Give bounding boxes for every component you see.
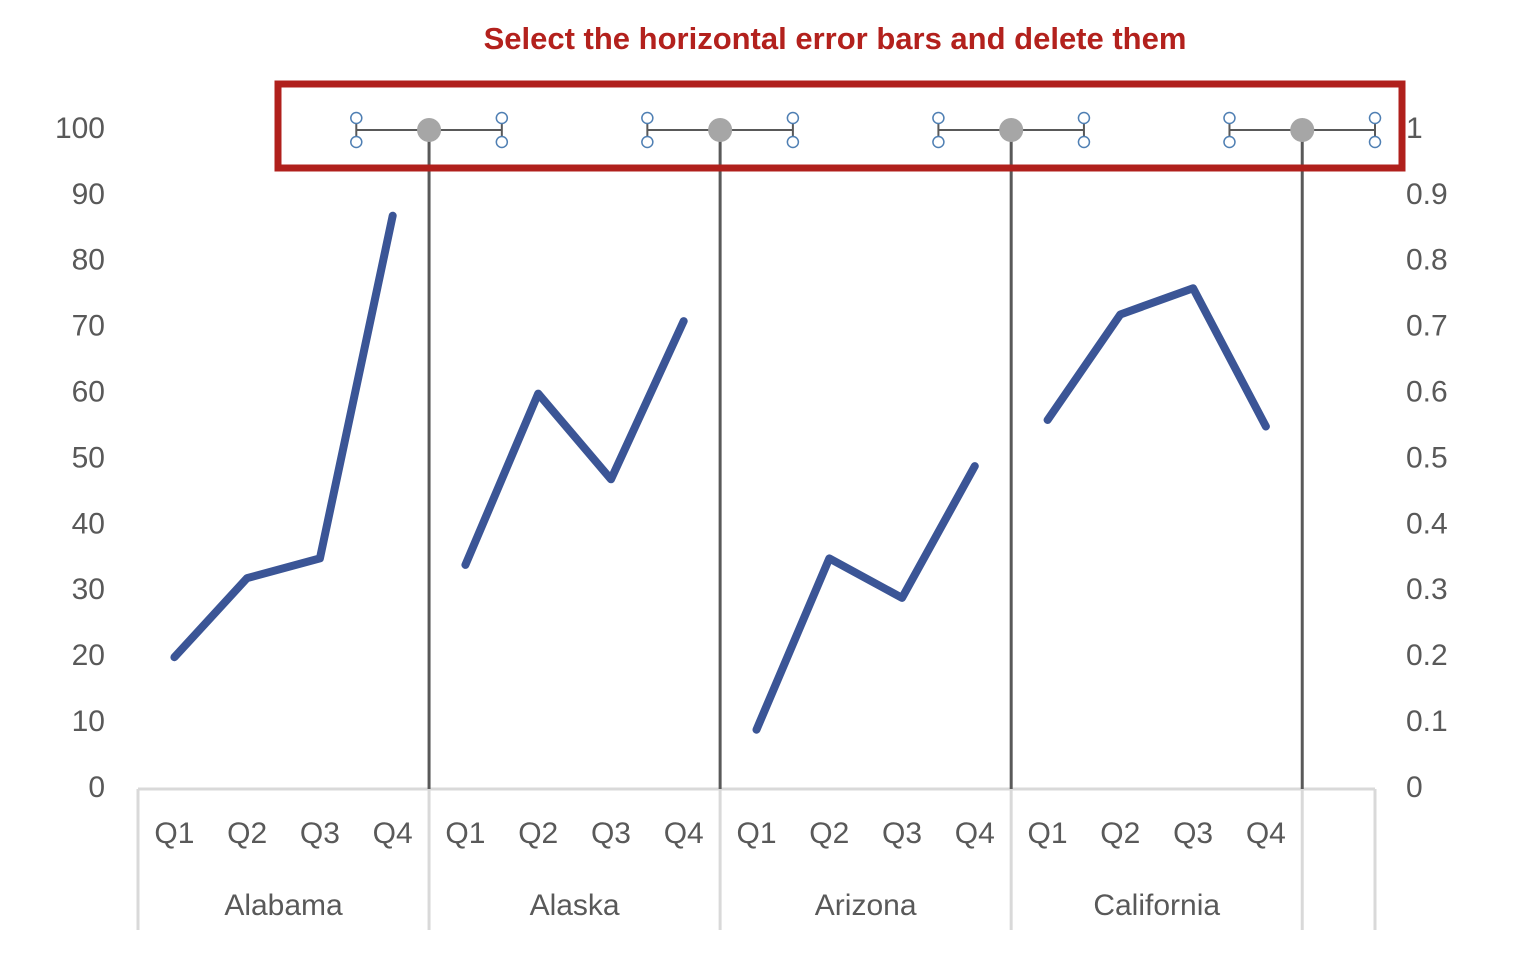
y-tick-label: 10 [72,705,105,738]
selection-handle [932,135,945,149]
selection-handle [495,111,509,125]
line [1043,284,1270,431]
x-tick-label: Q3 [1173,817,1213,850]
selection-handle [786,111,800,125]
plot-area: 0 10 20 30 40 50 60 70 80 90 100 0 0.1 0.2 0.3 0.4 0.5 0.… [55,111,1448,930]
x-tick-label: Q1 [154,817,194,850]
y-tick-label: 70 [72,310,105,343]
group-label: California [1093,889,1220,922]
y2-tick-label: 0.9 [1406,178,1448,211]
y-tick-label: 0 [88,771,105,804]
x-tick-label: Q1 [1028,817,1068,850]
y2-tick-label: 0.7 [1406,310,1448,343]
y2-tick-label: 0.6 [1406,376,1448,409]
selection-handle [932,111,945,125]
x-tick-label: Q2 [809,817,849,850]
y-tick-label: 80 [72,244,105,277]
selection-handle [350,135,363,149]
y2-tick-label: 1 [1406,112,1423,145]
x-tick-label: Q4 [664,817,704,850]
y2-tick-label: 0.8 [1406,244,1448,277]
marker [417,118,442,142]
x-tick-label: Q3 [882,817,922,850]
x-tick-label: Q3 [591,817,631,850]
y2-tick-label: 0.1 [1406,705,1448,738]
y-tick-label: 20 [72,639,105,672]
group-label: Alaska [530,889,620,922]
selection-handle [350,111,363,125]
marker [708,118,733,142]
x-tick-label: Q4 [955,817,995,850]
x-tick-label: Q4 [373,817,413,850]
chart-title: Select the horizontal error bars and del… [484,21,1187,56]
selection-handle [1368,111,1382,125]
y-tick-label: 30 [72,573,105,606]
y-tick-label: 60 [72,376,105,409]
group-label: Alabama [224,889,343,922]
highlight-box [274,80,1406,172]
line [461,317,688,569]
y-tick-label: 100 [55,112,105,145]
y-tick-label: 40 [72,507,105,540]
selection-handle [641,135,654,149]
y2-tick-label: 0.3 [1406,573,1448,606]
y2-tick-label: 0 [1406,771,1423,804]
selection-handle [1077,111,1091,125]
y2-tick-label: 0.5 [1406,441,1448,474]
x-tick-label: Q4 [1246,817,1286,850]
marker [999,118,1024,142]
x-tick-label: Q1 [445,817,485,850]
selection-handle [1077,135,1091,149]
y-tick-label: 50 [72,441,105,474]
x-tick-label: Q3 [300,817,340,850]
selection-handle [495,135,509,149]
x-tick-label: Q2 [518,817,558,850]
x-tick-label: Q2 [227,817,267,850]
x-tick-label: Q2 [1100,817,1140,850]
line [170,211,397,662]
line [752,462,979,734]
selection-handle [641,111,654,125]
y2-tick-label: 0.2 [1406,639,1448,672]
selection-handle [1223,135,1236,149]
y-tick-label: 90 [72,178,105,211]
y2-tick-label: 0.4 [1406,507,1448,540]
group-label: Arizona [815,889,917,922]
selection-handle [1223,111,1236,125]
selection-handle [786,135,800,149]
selection-handle [1368,135,1382,149]
marker [1290,118,1315,142]
x-tick-label: Q1 [736,817,776,850]
